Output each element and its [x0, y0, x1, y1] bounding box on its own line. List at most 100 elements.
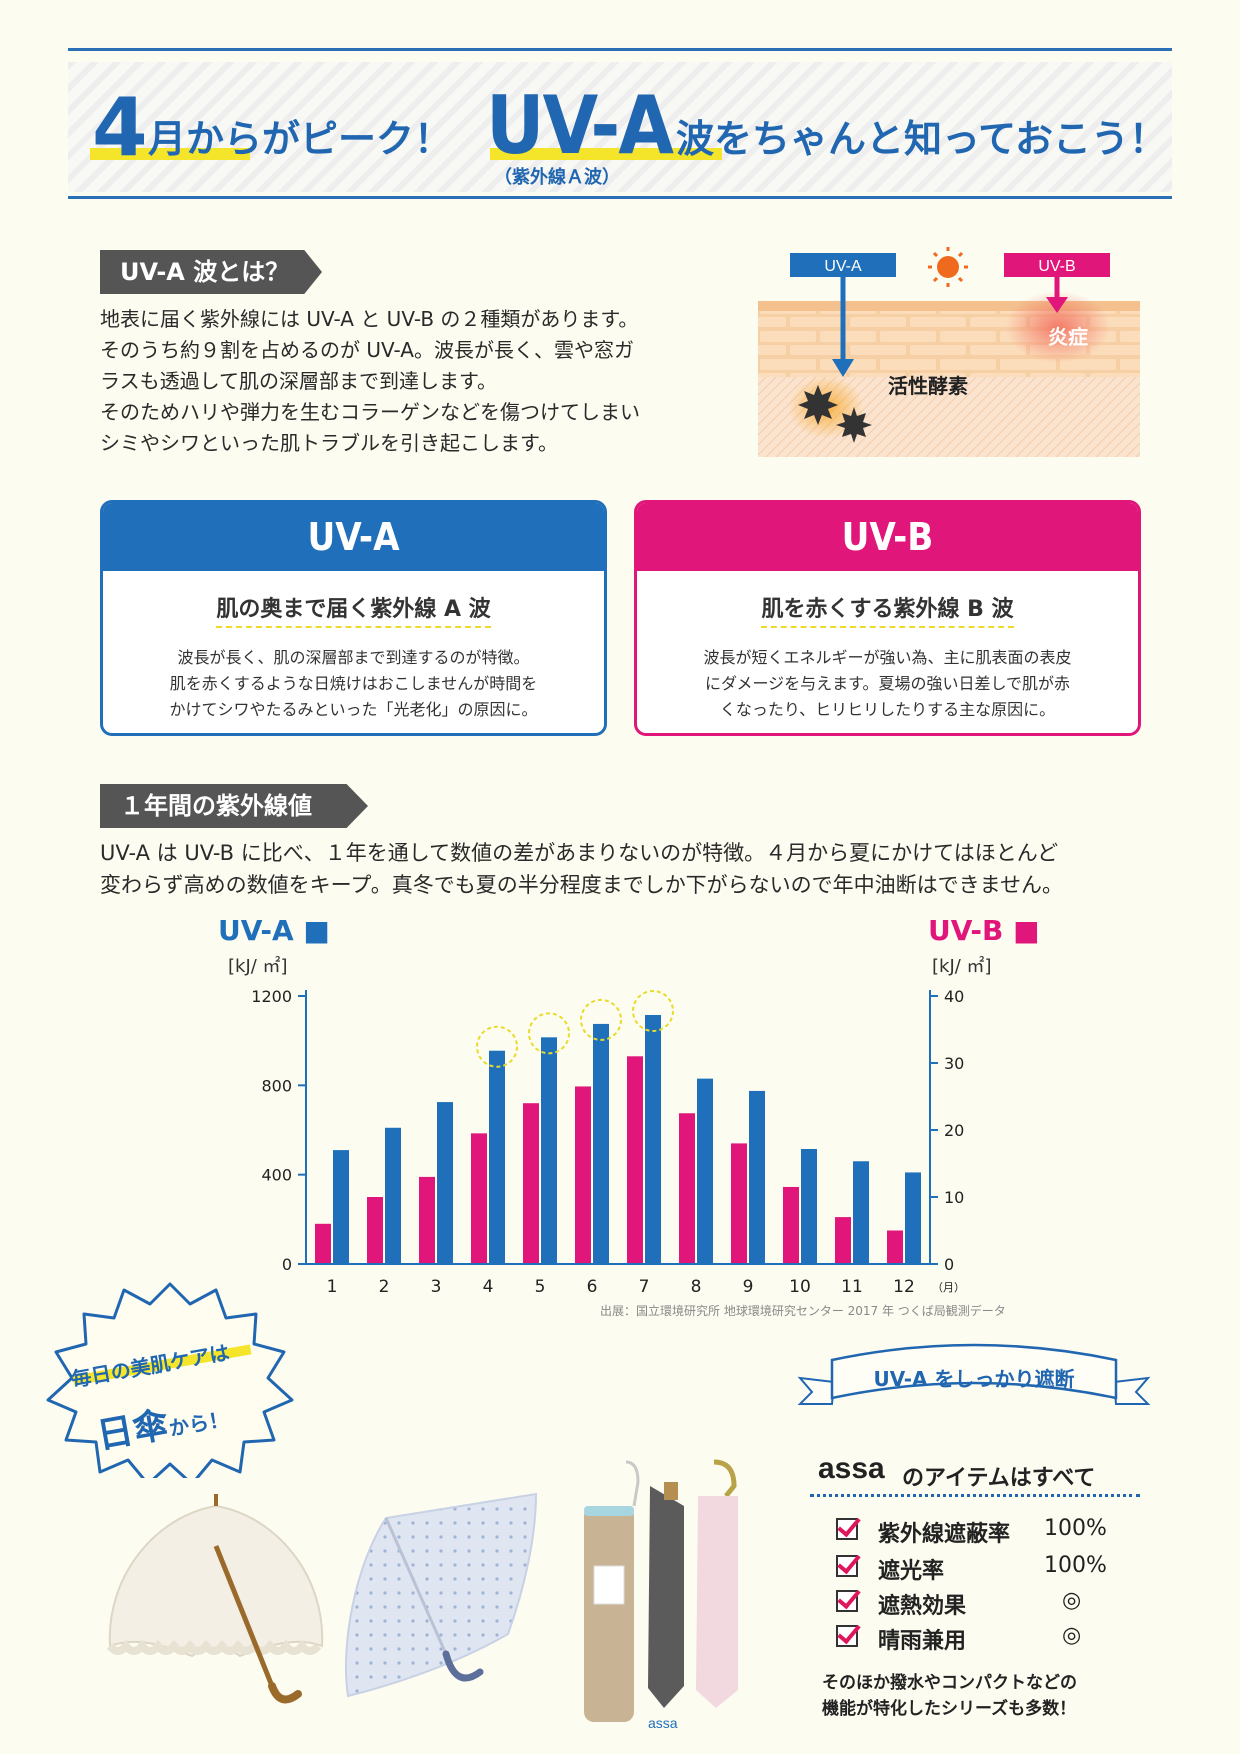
intro-line: ラスも透過して肌の深層部まで到達します。: [100, 369, 497, 393]
x-tick-label: 1: [327, 1277, 338, 1297]
left-axis-unit: [kJ/ ㎡]: [228, 956, 288, 977]
x-tick-label: 3: [431, 1277, 442, 1297]
feature-value: ◎: [1062, 1588, 1082, 1613]
uva-card: UV-A 肌の奥まで届く紫外線 A 波 波長が長く、肌の深層部まで到達するのが特…: [100, 500, 607, 736]
right-tick-label: 10: [944, 1188, 964, 1207]
right-tick-label: 20: [944, 1121, 964, 1140]
left-tick-label: 1200: [251, 987, 292, 1006]
brand-name: assa: [818, 1452, 885, 1485]
uva-label: UV-A: [824, 258, 862, 275]
uvb-bar: [471, 1133, 487, 1264]
promo-note-line: そのほか撥水やコンパクトなどの: [822, 1673, 1077, 1693]
section-tag-uva: UV-A 波とは？: [100, 250, 322, 294]
uvb-bar: [367, 1197, 383, 1264]
header-bottom-rule: [68, 196, 1172, 199]
header-title-1: 月からがピーク！: [148, 117, 453, 161]
intro-line: そのうち約９割を占めるのが UV-A。波長が長く、雲や窓ガ: [100, 338, 634, 362]
x-tick-label: 7: [639, 1277, 650, 1297]
x-tick-label: 9: [743, 1277, 754, 1297]
section-tag-annual: １年間の紫外線値: [100, 784, 368, 828]
uvb-bar: [315, 1223, 331, 1264]
uva-bar: [385, 1127, 401, 1264]
uva-bar: [437, 1102, 453, 1264]
x-tick-label: 8: [691, 1277, 702, 1297]
uvb-bar: [783, 1186, 799, 1264]
uva-bar: [697, 1078, 713, 1264]
feature-value: ◎: [1062, 1623, 1082, 1648]
items-divider: [810, 1494, 1140, 1497]
uva-card-body: 波長が長く、肌の深層部まで到達するのが特徴。 肌を赤くするような日焼けはおこしま…: [169, 648, 538, 719]
uva-bar: [749, 1090, 765, 1264]
uva-bar: [333, 1150, 349, 1264]
feature-name: 晴雨兼用: [878, 1629, 967, 1654]
check-icon: [836, 1590, 858, 1612]
check-icon: [836, 1625, 858, 1647]
uva-bar: [905, 1172, 921, 1264]
uva-card-head: UV-A: [103, 503, 604, 571]
active-oxygen-label: 活性酵素: [888, 374, 968, 398]
feature-name: 遮熱効果: [878, 1594, 967, 1619]
left-tick-label: 0: [282, 1255, 292, 1274]
peak-marker: [632, 989, 674, 1032]
promo-note-line: 機能が特化したシリーズも多数！: [822, 1699, 1077, 1719]
right-axis-unit: [kJ/ ㎡]: [932, 956, 992, 977]
inflammation-label: 炎症: [1048, 325, 1088, 349]
ribbon-banner: UV-A をしっかり遮断: [797, 1343, 1151, 1405]
uvb-bar: [835, 1217, 851, 1264]
uva-bar: [593, 1023, 609, 1264]
highlight-2: [490, 148, 722, 160]
header-top-rule: [68, 48, 1172, 51]
uvb-bar: [627, 1056, 643, 1264]
uvb-card-subtitle-text: 肌を赤くする紫外線 B 波: [761, 597, 1014, 628]
feature-name: 遮光率: [878, 1559, 945, 1584]
x-axis-unit: （月）: [932, 1281, 965, 1294]
skin-diagram: UV-A UV-B 炎症 活性酵素: [758, 247, 1140, 457]
uvb-bar: [679, 1113, 695, 1264]
uvb-card-head: UV-B: [637, 503, 1138, 571]
uvb-card-subtitle: 肌を赤くする紫外線 B 波: [637, 591, 1138, 628]
right-tick-label: 40: [944, 987, 964, 1006]
annual-line: 変わらず高めの数値をキープ。真冬でも夏の半分程度までしか下がらないので年中油断は…: [100, 873, 1064, 897]
feature-value: 100%: [1044, 1516, 1107, 1541]
left-tick-label: 800: [261, 1076, 292, 1095]
header-title-2: 波をちゃんと知っておこう！: [676, 117, 1167, 161]
header-uva: UV-A: [486, 79, 674, 172]
left-axis-label: UV-A: [218, 914, 294, 947]
left-tick-label: 400: [261, 1166, 292, 1185]
uva-bar: [541, 1037, 557, 1264]
burst-kara: から！: [167, 1406, 231, 1441]
uva-bar: [645, 1014, 661, 1264]
uvb-bar: [731, 1143, 747, 1264]
header-number: 4: [92, 81, 148, 174]
x-tick-label: 10: [789, 1277, 811, 1297]
ribbon-text: UV-A をしっかり遮断: [873, 1367, 1074, 1391]
x-tick-label: 12: [893, 1277, 915, 1297]
annual-line: UV-A は UV-B に比べ、１年を通して数値の差があまりないのが特徴。４月か…: [100, 841, 1059, 865]
dot-umbrella-image: [345, 1492, 538, 1698]
folding-umbrellas-image: assa: [584, 1459, 738, 1731]
uva-bar: [489, 1050, 505, 1264]
sun-icon: [928, 247, 968, 287]
feature-name: 紫外線遮蔽率: [878, 1522, 1011, 1547]
header-subtitle: （紫外線Ａ波）: [494, 167, 620, 188]
peak-marker: [580, 998, 622, 1041]
uva-bar: [801, 1148, 817, 1264]
header-band: [68, 62, 1172, 192]
uvb-bar: [575, 1086, 591, 1264]
intro-line: シミやシワといった肌トラブルを引き起こします。: [100, 431, 558, 455]
promo-note: そのほか撥水やコンパクトなどの 機能が特化したシリーズも多数！: [822, 1670, 1077, 1722]
uvb-bar: [523, 1103, 539, 1264]
x-tick-label: 11: [841, 1277, 863, 1297]
peak-marker: [476, 1025, 518, 1068]
uva-card-subtitle: 肌の奥まで届く紫外線 A 波: [103, 591, 604, 628]
speech-burst: [46, 1282, 294, 1478]
right-axis-label: UV-B: [928, 914, 1004, 947]
check-icon: [836, 1555, 858, 1577]
uvb-card-body: 波長が短くエネルギーが強い為、主に肌表面の表皮 にダメージを与えます。夏場の強い…: [703, 648, 1072, 719]
free-radical-icon: [836, 407, 872, 443]
uvb-bar: [419, 1176, 435, 1264]
uva-bar: [853, 1161, 869, 1264]
product-brand-label: assa: [648, 1715, 678, 1731]
x-tick-label: 5: [535, 1277, 546, 1297]
